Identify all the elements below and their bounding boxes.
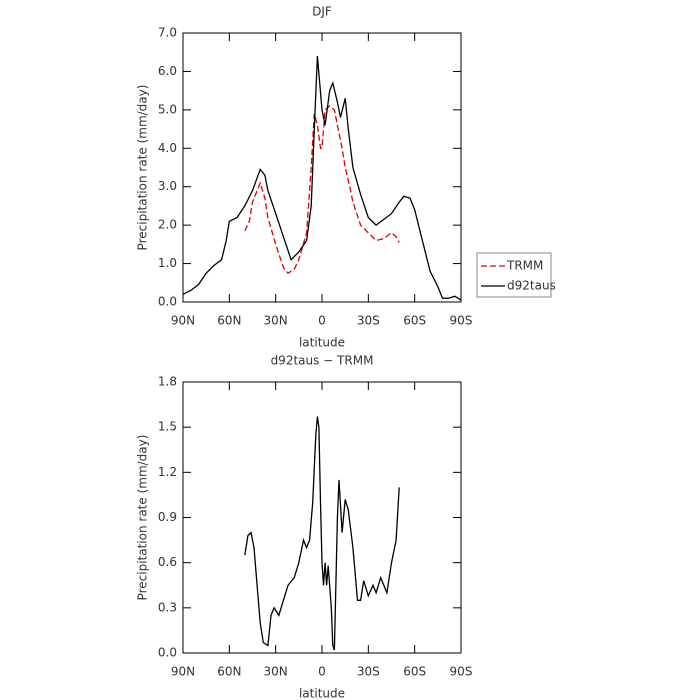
y-tick-label: 1.0: [158, 256, 177, 270]
x-tick-label: 0: [318, 314, 326, 328]
y-tick-label: 0.0: [158, 295, 177, 309]
x-tick-label: 30N: [264, 665, 288, 679]
x-axis-label: latitude: [299, 687, 345, 700]
series-line: [244, 105, 400, 275]
x-tick-label: 60N: [217, 665, 241, 679]
plot-frame: [182, 32, 462, 303]
y-tick-label: 0.6: [158, 555, 177, 569]
x-tick-label: 60S: [403, 314, 426, 328]
y-tick-label: 1.2: [158, 465, 177, 479]
y-tick-label: 5.0: [158, 102, 177, 116]
x-tick-label: 90N: [171, 314, 195, 328]
legend-box: [476, 252, 552, 298]
x-axis-label: latitude: [299, 336, 345, 350]
y-tick-label: 6.0: [158, 64, 177, 78]
legend-label: TRMM: [506, 259, 543, 273]
series-line: [244, 416, 400, 651]
y-tick-label: 0.9: [158, 510, 177, 524]
y-tick-label: 3.0: [158, 179, 177, 193]
plot-frame: [182, 381, 462, 654]
y-tick-label: 1.5: [158, 420, 177, 434]
chart-title: DJF: [312, 5, 332, 19]
x-tick-label: 30S: [357, 665, 380, 679]
y-tick-label: 0.3: [158, 600, 177, 614]
x-tick-label: 30S: [357, 314, 380, 328]
y-tick-label: 4.0: [158, 141, 177, 155]
series-line: [182, 56, 462, 301]
y-tick-label: 2.0: [158, 218, 177, 232]
y-tick-label: 7.0: [158, 26, 177, 40]
x-tick-label: 0: [318, 665, 326, 679]
chart-title: d92taus − TRMM: [271, 354, 374, 368]
x-tick-label: 60N: [217, 314, 241, 328]
x-tick-label: 90N: [171, 665, 195, 679]
x-tick-label: 60S: [403, 665, 426, 679]
x-tick-label: 90S: [450, 665, 473, 679]
x-tick-label: 30N: [264, 314, 288, 328]
x-tick-label: 90S: [450, 314, 473, 328]
y-axis-label: Precipitation rate (mm/day): [136, 435, 150, 601]
y-tick-label: 0.0: [158, 646, 177, 660]
y-axis-label: Precipitation rate (mm/day): [136, 85, 150, 251]
legend-label: d92taus: [507, 279, 556, 293]
y-tick-label: 1.8: [158, 375, 177, 389]
